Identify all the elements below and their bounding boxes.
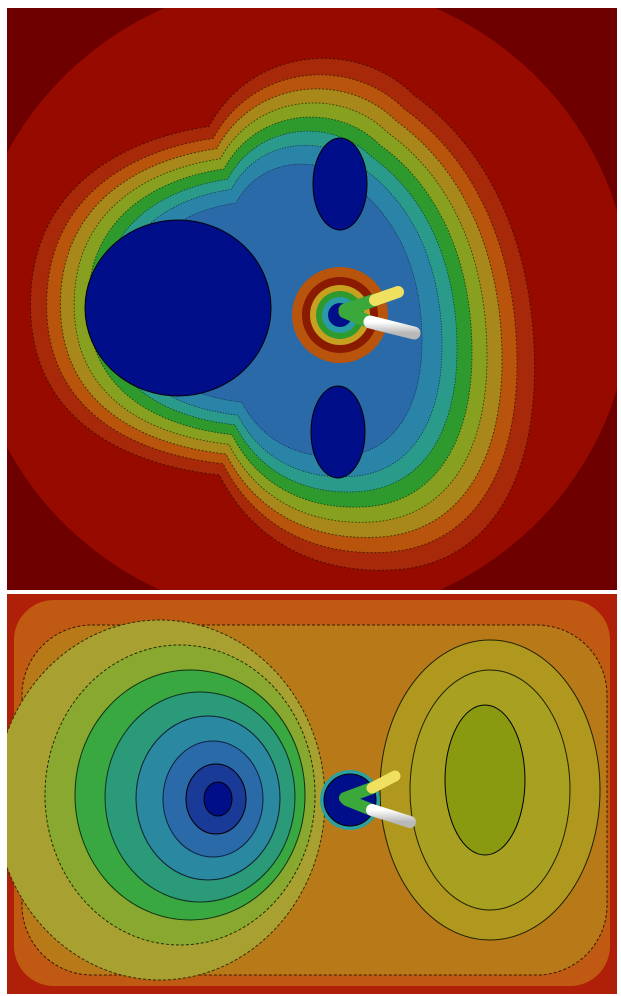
bottom-panel: [7, 594, 617, 994]
top-panel: [7, 8, 617, 590]
minimum: [312, 137, 368, 231]
molecule: [226, 770, 416, 828]
minimum: [310, 385, 366, 479]
contour: [444, 704, 526, 856]
molecule: [198, 286, 421, 340]
